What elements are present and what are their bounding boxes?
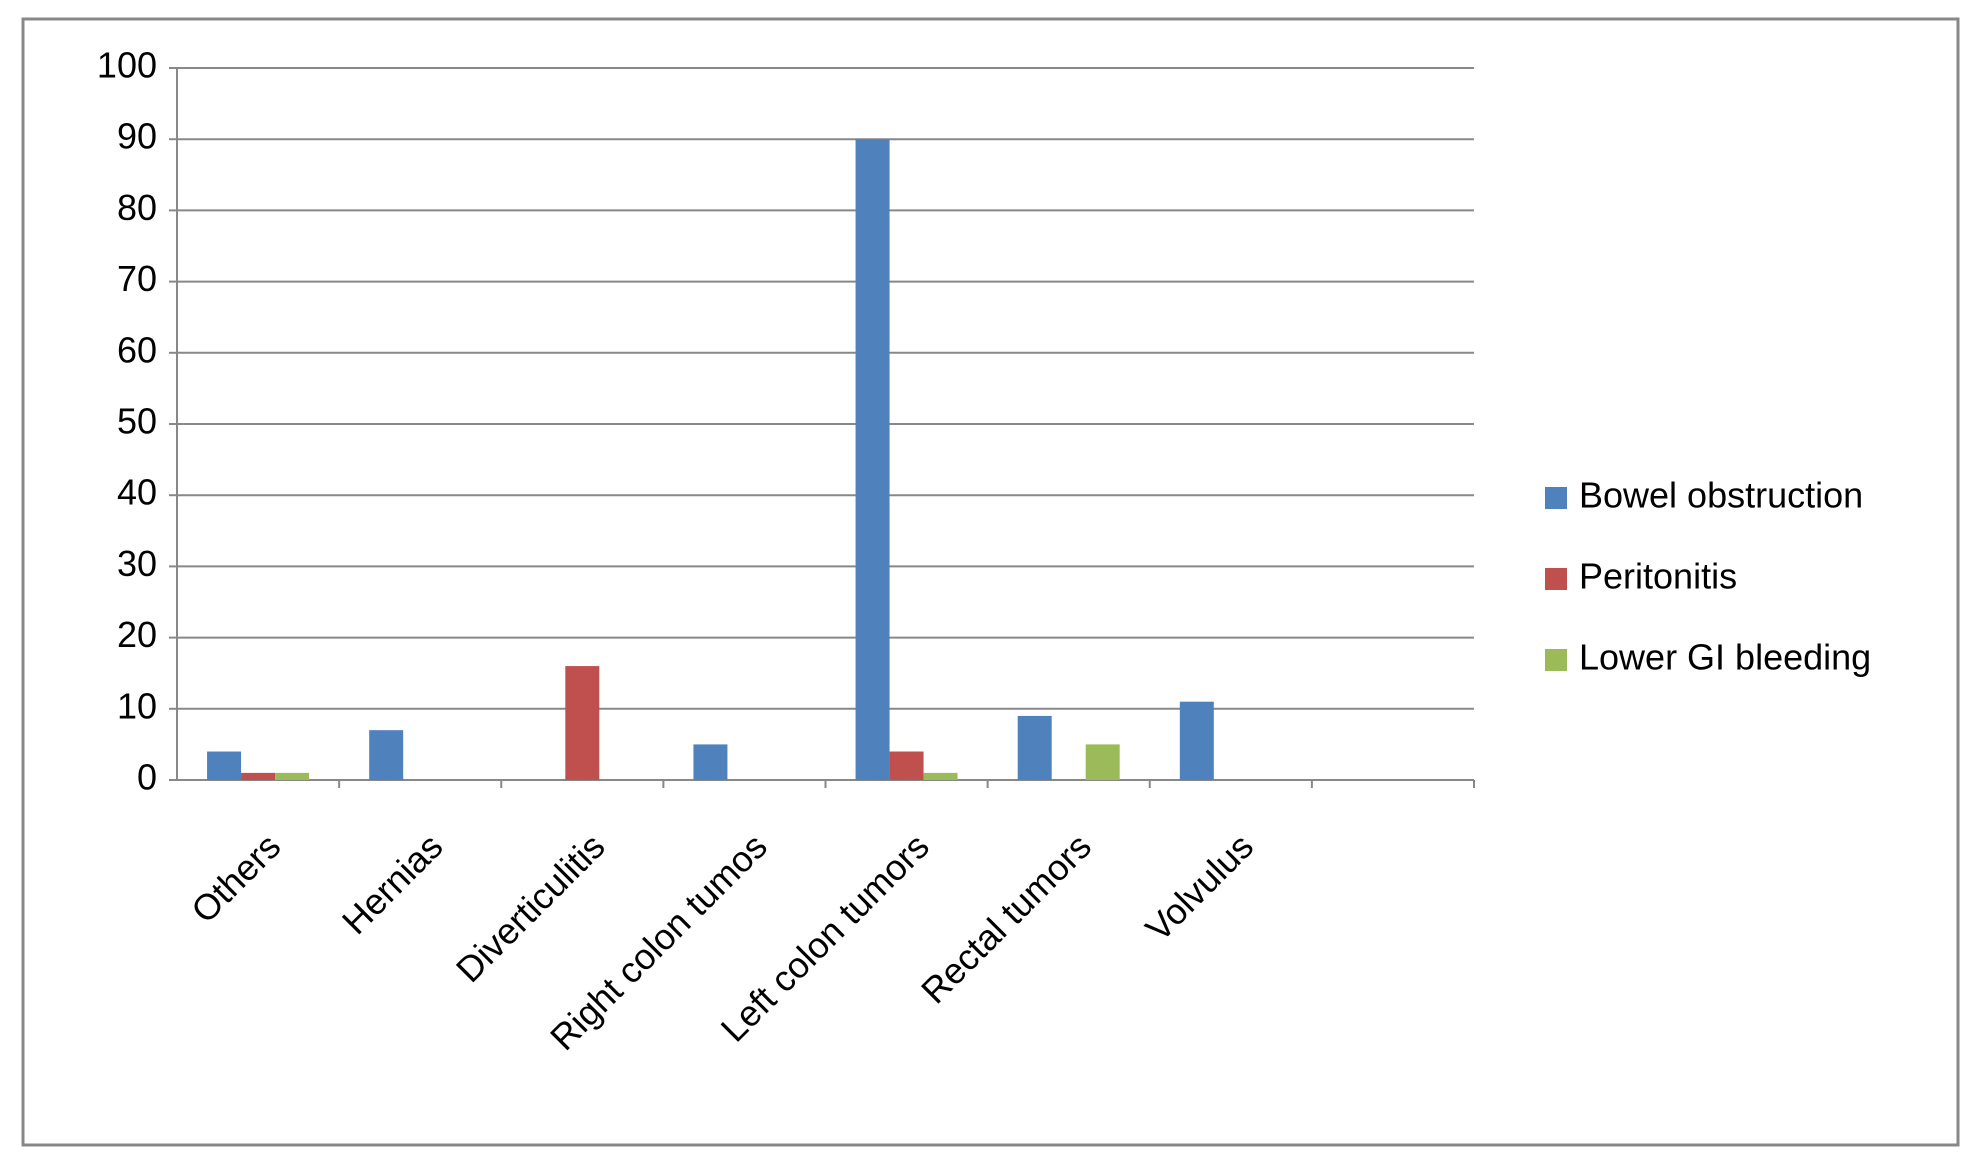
y-tick-label: 50 <box>117 401 157 442</box>
legend-label: Lower GI bleeding <box>1579 637 1871 678</box>
legend-label: Peritonitis <box>1579 556 1737 597</box>
y-tick-label: 100 <box>97 45 157 86</box>
y-tick-label: 60 <box>117 329 157 370</box>
bar <box>1017 715 1052 780</box>
y-tick-label: 0 <box>137 757 157 798</box>
bar <box>369 730 404 780</box>
y-tick-label: 30 <box>117 543 157 584</box>
legend-swatch <box>1545 568 1567 590</box>
legend-label: Bowel obstruction <box>1579 475 1863 516</box>
bar <box>207 751 242 780</box>
y-tick-label: 40 <box>117 472 157 513</box>
y-tick-label: 80 <box>117 187 157 228</box>
chart-border <box>21 17 1960 1147</box>
bar <box>275 772 310 780</box>
y-tick-label: 20 <box>117 614 157 655</box>
bar <box>241 772 276 780</box>
y-tick-label: 70 <box>117 258 157 299</box>
legend-swatch <box>1545 487 1567 509</box>
legend-swatch <box>1545 649 1567 671</box>
bar <box>1085 744 1120 780</box>
bar <box>693 744 728 780</box>
y-tick-label: 90 <box>117 116 157 157</box>
bar <box>855 139 890 780</box>
y-tick-label: 10 <box>117 685 157 726</box>
bar <box>923 772 958 780</box>
bar <box>565 666 600 780</box>
bar <box>889 751 924 780</box>
bar <box>1179 701 1214 780</box>
